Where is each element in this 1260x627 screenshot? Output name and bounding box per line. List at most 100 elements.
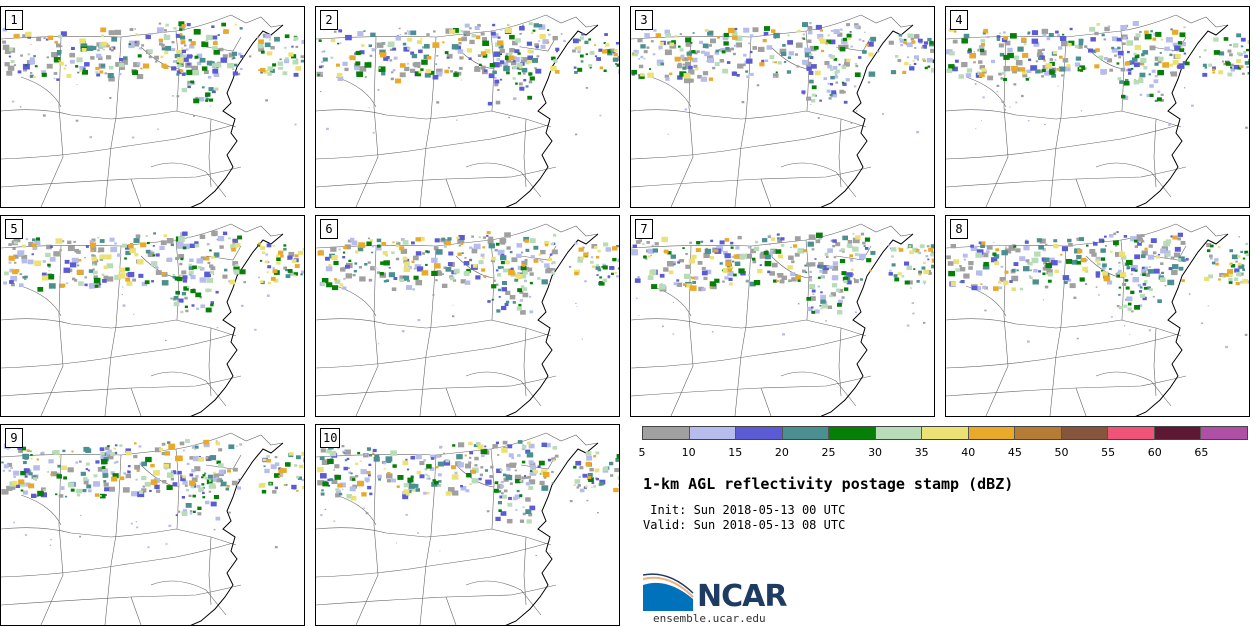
echo-cell bbox=[437, 473, 442, 477]
echo-cell bbox=[1140, 57, 1147, 63]
echo-cell bbox=[586, 499, 589, 502]
echo-cell bbox=[464, 257, 467, 259]
echo-cell bbox=[28, 472, 33, 476]
echo-cell bbox=[93, 277, 101, 284]
echo-cell bbox=[283, 244, 287, 247]
echo-cell bbox=[809, 296, 816, 301]
echo-cell bbox=[159, 245, 165, 251]
echo-cell bbox=[946, 255, 951, 260]
echo-cell bbox=[1227, 49, 1232, 53]
echo-cell bbox=[604, 33, 608, 36]
echo-cell bbox=[1001, 71, 1006, 75]
echo-cell bbox=[262, 458, 267, 462]
echo-cell bbox=[795, 42, 803, 48]
echo-cell bbox=[339, 283, 344, 287]
echo-cell bbox=[119, 65, 125, 70]
echo-cell bbox=[819, 304, 822, 307]
echo-cell bbox=[96, 73, 101, 77]
colorbar-tick-label: 55 bbox=[1101, 446, 1116, 459]
echo-cell bbox=[1141, 63, 1145, 66]
echo-cell bbox=[731, 255, 735, 258]
echo-cell bbox=[1049, 257, 1055, 262]
echo-cell bbox=[152, 245, 155, 247]
echo-cell bbox=[11, 100, 15, 103]
echo-cell bbox=[210, 266, 216, 271]
echo-cell bbox=[682, 247, 685, 250]
echo-cell bbox=[523, 79, 527, 82]
echo-cell bbox=[216, 477, 222, 483]
echo-cell bbox=[693, 64, 698, 69]
echo-cell bbox=[123, 472, 127, 475]
echo-cell bbox=[1067, 278, 1072, 282]
echo-cell bbox=[279, 66, 284, 70]
echo-cell bbox=[460, 239, 462, 241]
echo-cell bbox=[63, 67, 67, 70]
echo-cell bbox=[1045, 262, 1052, 269]
echo-cell bbox=[278, 469, 284, 474]
echo-cell bbox=[677, 261, 680, 264]
echo-cell bbox=[1184, 61, 1190, 66]
echo-cell bbox=[421, 270, 429, 276]
echo-cell bbox=[343, 466, 348, 471]
echo-cell bbox=[845, 78, 850, 82]
echo-cell bbox=[505, 52, 509, 55]
echo-cell bbox=[53, 450, 60, 455]
echo-cell bbox=[820, 294, 826, 300]
echo-cell bbox=[458, 66, 463, 70]
echo-cell bbox=[461, 56, 464, 59]
echo-cell bbox=[435, 466, 439, 469]
echo-cell bbox=[725, 47, 730, 51]
echo-cell bbox=[367, 261, 371, 264]
echo-cell bbox=[1035, 69, 1041, 74]
echo-cell bbox=[453, 279, 457, 282]
echo-cell bbox=[172, 275, 176, 279]
echo-cell bbox=[396, 485, 400, 488]
echo-cell bbox=[504, 302, 509, 306]
echo-cell bbox=[1075, 45, 1080, 49]
echo-cell bbox=[29, 57, 35, 62]
echo-cell bbox=[545, 442, 551, 448]
echo-cell bbox=[196, 258, 204, 264]
echo-cell bbox=[359, 50, 365, 55]
echo-cell bbox=[50, 539, 52, 541]
echo-cell bbox=[980, 50, 987, 56]
echo-cell bbox=[212, 35, 218, 40]
echo-cell bbox=[483, 236, 486, 239]
echo-cell bbox=[524, 476, 528, 479]
echo-cell bbox=[595, 266, 601, 270]
echo-cell bbox=[981, 68, 987, 72]
echo-cell bbox=[1001, 37, 1008, 43]
echo-cell bbox=[464, 23, 470, 28]
echo-cell bbox=[842, 276, 849, 282]
echo-cell bbox=[182, 275, 188, 280]
echo-cell bbox=[634, 278, 641, 283]
echo-cell bbox=[93, 254, 96, 257]
echo-cell bbox=[542, 39, 549, 45]
echo-cell bbox=[1031, 38, 1039, 44]
echo-cell bbox=[406, 30, 408, 32]
echo-cell bbox=[198, 97, 205, 102]
echo-cell bbox=[391, 251, 395, 255]
echo-cell bbox=[484, 469, 489, 472]
echo-cell bbox=[552, 36, 558, 41]
echo-cell bbox=[1119, 80, 1124, 84]
echo-cell bbox=[175, 455, 183, 461]
echo-cell bbox=[683, 73, 691, 79]
echo-cell bbox=[519, 86, 525, 91]
echo-cell bbox=[573, 484, 576, 486]
echo-cell bbox=[355, 474, 359, 478]
echo-cell bbox=[631, 52, 635, 55]
echo-cell bbox=[832, 244, 836, 248]
echo-cell bbox=[1095, 48, 1100, 52]
echo-cell bbox=[555, 47, 560, 51]
echo-cell bbox=[701, 266, 706, 271]
echo-cell bbox=[679, 33, 682, 35]
echo-cell bbox=[509, 462, 516, 468]
echo-cell bbox=[529, 310, 534, 314]
echo-cell bbox=[643, 50, 648, 54]
echo-cell bbox=[893, 274, 898, 278]
echo-cell bbox=[460, 242, 464, 245]
echo-cell bbox=[518, 303, 522, 307]
echo-cell bbox=[108, 486, 115, 492]
echo-cell bbox=[779, 48, 787, 54]
